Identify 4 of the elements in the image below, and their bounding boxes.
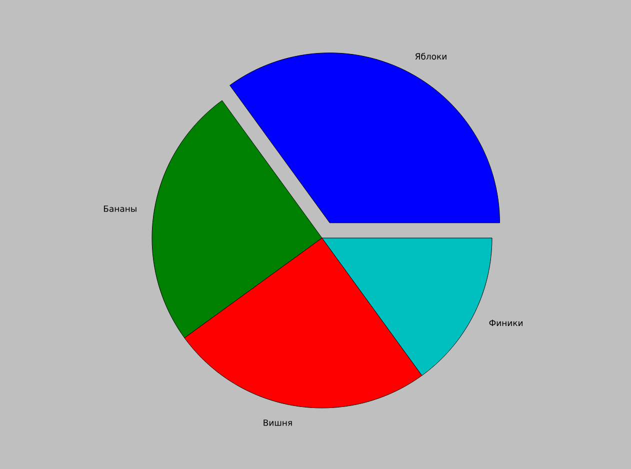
slice-label: Бананы [104, 206, 136, 212]
slice-label: Финики [489, 320, 523, 326]
slice-label: Вишня [264, 420, 292, 426]
slice-label: Яблоки [415, 52, 446, 60]
